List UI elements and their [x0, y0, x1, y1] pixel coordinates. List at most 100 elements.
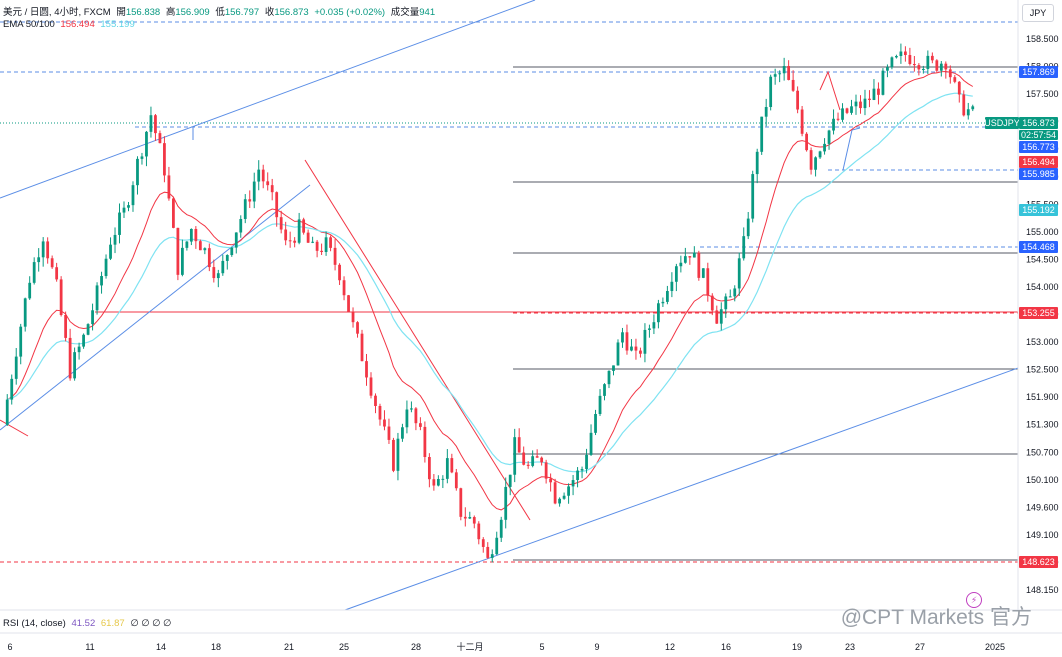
price-label-bg	[1019, 117, 1058, 129]
price-label: 153.255	[1022, 308, 1055, 318]
candle-body	[742, 236, 746, 259]
candle-body	[719, 309, 723, 324]
candle-body	[881, 70, 885, 95]
candle-body	[454, 472, 458, 489]
candle-body	[324, 237, 328, 252]
high-value: 156.909	[175, 7, 210, 18]
candle-body	[445, 458, 449, 479]
candle-body	[657, 303, 660, 323]
ema100-line	[7, 92, 973, 473]
y-tick-label: 151.900	[1026, 392, 1059, 402]
candle-body	[450, 458, 454, 473]
volume-label: 成交量	[390, 7, 420, 18]
volume-value: 941	[419, 7, 436, 18]
drawn-lines	[0, 0, 1019, 611]
price-label-bg	[1019, 130, 1058, 140]
candle-body	[378, 405, 382, 420]
y-tick-label: 153.000	[1026, 337, 1059, 347]
x-tick-label: 16	[721, 642, 731, 652]
candle-body	[239, 219, 243, 233]
y-tick-label: 148.150	[1026, 585, 1059, 595]
candle-body	[468, 517, 472, 519]
candle-body	[616, 342, 620, 366]
candle-body	[59, 279, 63, 315]
candle-body	[41, 241, 45, 258]
candle-body	[971, 106, 975, 110]
candle-body	[585, 454, 588, 470]
candle-body	[571, 480, 575, 487]
ema100-value: 155.199	[100, 19, 135, 30]
candle-body	[266, 181, 270, 186]
candle-body	[414, 408, 418, 424]
candle-body	[912, 63, 916, 66]
rsi-value-1: 41.52	[71, 618, 96, 629]
low-value: 156.797	[224, 7, 260, 18]
candle-body	[594, 413, 597, 433]
candle-body	[302, 219, 306, 233]
candle-body	[109, 244, 112, 259]
candle-body	[472, 517, 476, 524]
candle-body	[419, 423, 422, 427]
candle-body	[715, 310, 719, 324]
candle-body	[895, 56, 898, 58]
candle-body	[216, 273, 220, 279]
candle-body	[639, 350, 642, 354]
candle-body	[356, 322, 359, 334]
candle-body	[329, 237, 332, 248]
candle-body	[481, 539, 485, 547]
candle-body	[580, 469, 584, 471]
x-tick-label: 23	[845, 642, 855, 652]
candle-body	[630, 346, 633, 351]
candle-body	[180, 247, 184, 275]
candle-body	[760, 116, 764, 152]
candle-body	[401, 427, 404, 439]
candle-body	[850, 106, 853, 113]
candle-body	[145, 131, 148, 157]
candle-body	[549, 478, 553, 483]
x-tick-label: 十二月	[456, 641, 483, 652]
candle-body	[486, 546, 490, 558]
candles	[5, 43, 975, 563]
price-label-bg	[1019, 156, 1058, 168]
candle-body	[127, 205, 130, 208]
candle-body	[755, 151, 759, 175]
candle-body	[576, 470, 579, 481]
rsi-rest: ∅ ∅ ∅ ∅	[130, 618, 172, 629]
candle-body	[652, 322, 656, 329]
trend-line	[304, 159, 531, 521]
rsi-legend[interactable]: RSI (14, close) 41.52 61.87 ∅ ∅ ∅ ∅	[3, 618, 174, 629]
candle-body	[490, 554, 494, 558]
price-axis: 158.500158.000157.500157.000156.500156.0…	[0, 0, 1062, 634]
candle-body	[773, 74, 777, 77]
x-tick-label: 14	[156, 642, 166, 652]
candle-body	[158, 133, 162, 144]
price-label: 148.623	[1022, 557, 1055, 567]
candle-body	[724, 296, 728, 310]
candle-body	[531, 456, 535, 466]
candle-body	[113, 234, 117, 245]
candle-body	[706, 268, 710, 296]
candle-body	[814, 157, 817, 170]
y-tick-label: 155.000	[1026, 227, 1059, 237]
low-label: 低	[215, 7, 225, 18]
lightning-icon[interactable]: ⚡	[966, 592, 982, 608]
candle-body	[841, 108, 844, 120]
price-label: 02:57:54	[1021, 130, 1056, 140]
candle-body	[351, 311, 355, 323]
candle-body	[688, 256, 692, 258]
candle-body	[23, 298, 27, 327]
open-value: 156.838	[125, 7, 161, 18]
candle-body	[953, 77, 957, 82]
candle-body	[917, 65, 921, 70]
candle-body	[886, 67, 889, 71]
candle-body	[131, 185, 135, 206]
candle-body	[50, 258, 54, 268]
currency-button[interactable]: JPY	[1022, 4, 1054, 22]
ema-legend[interactable]: EMA 50/100 156.494 155.199	[3, 19, 138, 30]
trend-line	[0, 0, 536, 199]
candle-body	[522, 452, 526, 465]
candle-body	[598, 395, 602, 414]
candle-body	[82, 334, 85, 347]
candle-body	[683, 256, 687, 263]
